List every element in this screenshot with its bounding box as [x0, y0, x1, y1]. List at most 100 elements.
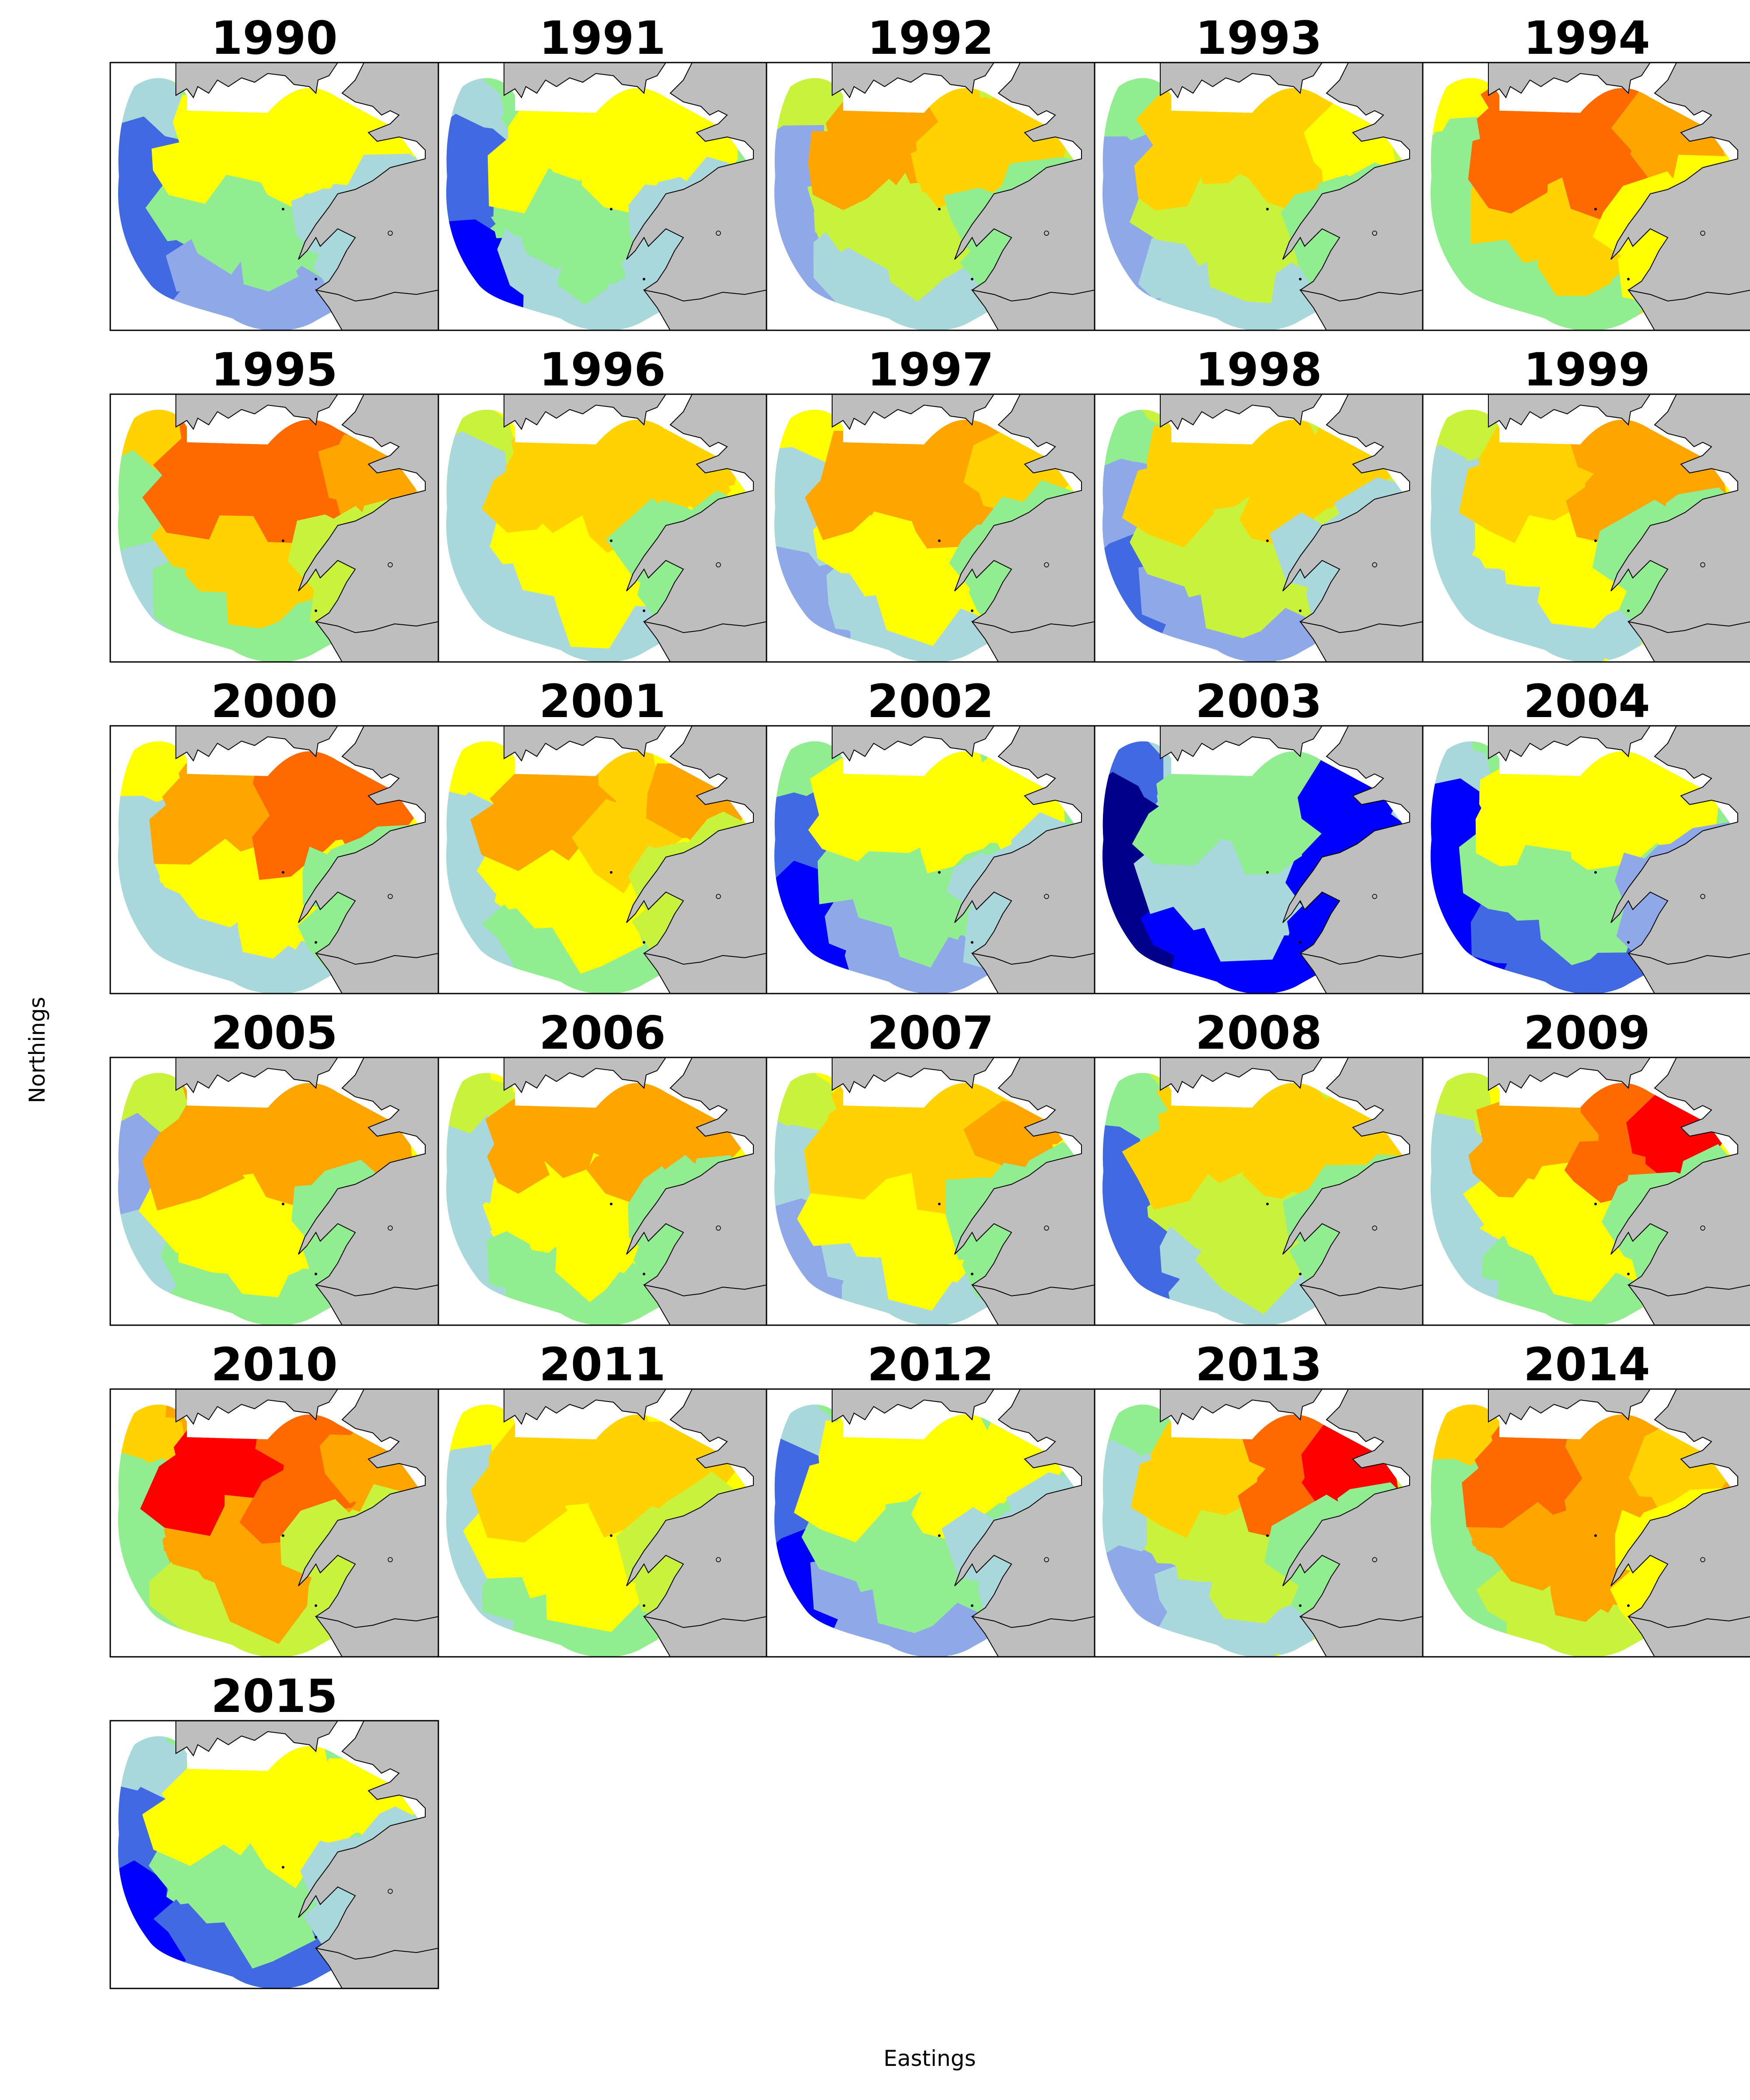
voronoi-cell	[1132, 794, 1220, 866]
voronoi-cell	[1122, 1121, 1210, 1210]
island-marker	[282, 1534, 284, 1537]
island-marker	[1299, 1273, 1302, 1275]
voronoi-cell	[1242, 1142, 1303, 1199]
year-panel: 1995	[109, 343, 439, 663]
landmass-north	[504, 394, 667, 430]
landmass-north	[175, 1721, 339, 1757]
panel-frame	[1422, 393, 1750, 663]
voronoi-cell	[1198, 550, 1297, 638]
island-marker	[1627, 278, 1630, 280]
landmass-north	[1160, 63, 1323, 99]
panel-year-title: 2012	[867, 1338, 994, 1391]
island-marker	[1266, 539, 1269, 542]
voronoi-cell	[127, 1415, 183, 1469]
voronoi-cell	[920, 808, 973, 874]
voronoi-cell	[1533, 1218, 1624, 1302]
island-marker	[282, 871, 284, 874]
island-marker	[388, 1225, 393, 1231]
panel-year-title: 2005	[211, 1006, 337, 1060]
voronoi-cell	[886, 231, 951, 302]
year-panel: 2015	[109, 1670, 439, 1989]
year-panel: 2005	[109, 1006, 439, 1326]
landmass-north	[1488, 1389, 1651, 1425]
island-marker	[938, 1534, 941, 1537]
island-marker	[1372, 231, 1377, 236]
panel-frame	[109, 1720, 439, 1989]
landmass-southeast	[315, 1284, 438, 1325]
voronoi-cell	[228, 1215, 295, 1298]
voronoi-cell	[556, 226, 624, 305]
panel-year-title: 2006	[539, 1006, 665, 1060]
year-panel: 1991	[438, 11, 767, 331]
voronoi-cell	[898, 469, 994, 549]
year-panel: 2008	[1094, 1006, 1424, 1326]
year-panel: 2007	[766, 1006, 1096, 1326]
island-marker	[1299, 278, 1302, 280]
landmass-southeast	[643, 1616, 766, 1657]
landmass-southeast	[971, 289, 1095, 330]
landmass-southeast	[643, 952, 766, 994]
island-marker	[1700, 562, 1705, 567]
panel-year-title: 2011	[539, 1338, 665, 1391]
landmass-southeast	[315, 621, 438, 662]
panel-year-title: 2015	[211, 1670, 337, 1723]
island-marker	[1299, 941, 1302, 944]
landmass-north	[1160, 1057, 1323, 1094]
island-marker	[388, 1557, 393, 1562]
year-panel: 1994	[1422, 11, 1750, 331]
island-marker	[1266, 208, 1269, 210]
landmass-southeast	[315, 1947, 438, 1988]
panel-frame	[1422, 1388, 1750, 1658]
panel-frame	[1422, 1057, 1750, 1326]
landmass-southeast	[971, 952, 1095, 994]
island-marker	[1266, 1203, 1269, 1205]
island-marker	[1594, 1534, 1597, 1537]
island-marker	[610, 1534, 612, 1537]
year-panel: 1993	[1094, 11, 1424, 331]
panel-year-title: 2014	[1523, 1338, 1650, 1391]
voronoi-cell	[224, 1869, 316, 1969]
voronoi-cell	[1537, 235, 1612, 296]
year-panel: 2001	[438, 675, 767, 994]
island-marker	[610, 871, 612, 874]
voronoi-cell	[142, 1115, 245, 1211]
landmass-north	[1488, 1057, 1651, 1094]
island-marker	[315, 941, 317, 944]
island-marker	[610, 1203, 612, 1205]
voronoi-cell	[487, 1126, 550, 1194]
panel-year-title: 2001	[539, 675, 665, 728]
island-marker	[1627, 1604, 1630, 1607]
voronoi-cell	[794, 1455, 886, 1543]
island-marker	[388, 231, 393, 236]
island-marker	[1044, 231, 1049, 236]
island-marker	[938, 539, 941, 542]
panel-year-title: 2003	[1195, 675, 1322, 728]
year-panel: 2003	[1094, 675, 1424, 994]
landmass-southeast	[1299, 1616, 1423, 1657]
landmass-north	[832, 63, 995, 99]
landmass-southeast	[643, 1284, 766, 1325]
island-marker	[1299, 609, 1302, 612]
island-marker	[1044, 562, 1049, 567]
voronoi-cell	[1134, 129, 1205, 211]
landmass-southeast	[643, 621, 766, 662]
year-panel: 2012	[766, 1338, 1096, 1658]
voronoi-cell	[142, 460, 226, 540]
landmass-north	[175, 394, 339, 430]
panel-year-title: 2002	[867, 675, 994, 728]
panel-year-title: 1993	[1195, 11, 1322, 65]
landmass-southeast	[315, 1616, 438, 1657]
panel-year-title: 2013	[1195, 1338, 1322, 1391]
island-marker	[282, 1866, 284, 1869]
year-panel: 1997	[766, 343, 1096, 663]
island-marker	[971, 278, 973, 280]
landmass-north	[1488, 394, 1651, 430]
panel-year-title: 1992	[867, 11, 994, 65]
island-marker	[388, 1889, 393, 1894]
island-marker	[1627, 941, 1630, 944]
landmass-north	[175, 63, 339, 99]
island-marker	[971, 1273, 973, 1275]
island-marker	[388, 894, 393, 899]
voronoi-cell	[1203, 872, 1288, 962]
